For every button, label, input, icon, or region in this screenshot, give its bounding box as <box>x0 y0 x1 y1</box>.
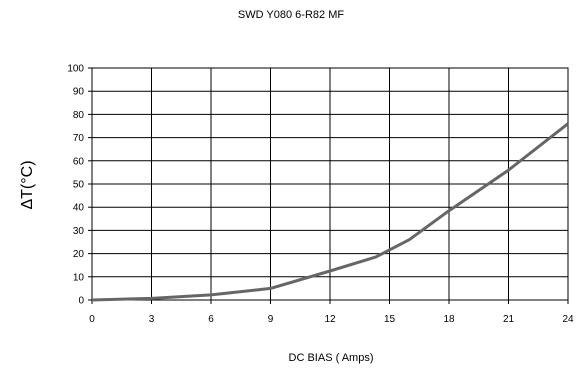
chart-title: SWD Y080 6-R82 MF <box>238 9 344 21</box>
y-tick-label: 0 <box>78 296 84 307</box>
y-axis-label: ΔT(°C) <box>19 160 36 209</box>
y-tick-label: 80 <box>73 110 85 121</box>
y-tick-label: 10 <box>73 272 85 283</box>
y-tick-label: 70 <box>73 133 85 144</box>
x-axis-label: DC BIAS ( Amps) <box>289 352 374 364</box>
x-tick-label: 0 <box>89 314 95 325</box>
x-tick-labels: 0 3 6 9 12 15 18 21 24 <box>89 314 574 325</box>
series-line <box>91 122 569 302</box>
y-tick-label: 50 <box>73 180 85 191</box>
x-tick-label: 9 <box>268 314 274 325</box>
x-tick-label: 6 <box>208 314 214 325</box>
y-tick-labels: 0 10 20 30 40 50 60 70 80 90 100 <box>67 64 84 307</box>
x-tick-label: 15 <box>384 314 396 325</box>
y-tick-label: 40 <box>73 203 85 214</box>
y-tick-label: 60 <box>73 156 85 167</box>
gridlines <box>88 67 569 304</box>
y-tick-label: 20 <box>73 249 85 260</box>
x-tick-label: 18 <box>443 314 455 325</box>
x-tick-label: 21 <box>503 314 515 325</box>
y-tick-label: 100 <box>67 64 84 75</box>
y-tick-label: 30 <box>73 226 85 237</box>
x-tick-label: 3 <box>149 314 155 325</box>
x-tick-label: 12 <box>324 314 336 325</box>
plot-frame <box>91 67 569 301</box>
x-tick-label: 24 <box>562 314 574 325</box>
y-tick-label: 90 <box>73 87 85 98</box>
